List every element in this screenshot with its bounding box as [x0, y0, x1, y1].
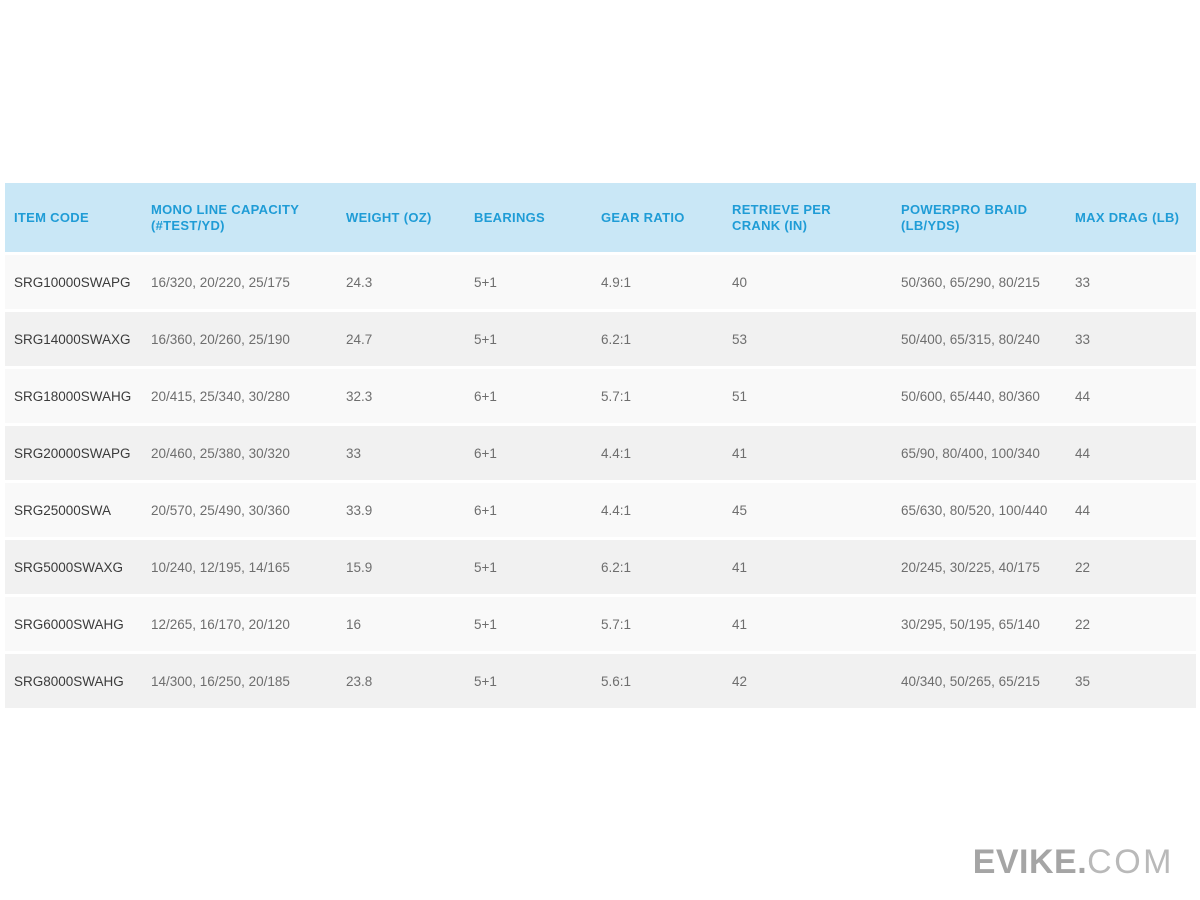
- cell-retrieve_per_crank: 40: [723, 253, 892, 312]
- cell-max_drag: 44: [1066, 367, 1196, 426]
- cell-weight_oz: 32.3: [337, 367, 465, 426]
- cell-bearings: 6+1: [465, 481, 592, 540]
- cell-item_code: SRG20000SWAPG: [5, 424, 142, 483]
- cell-bearings: 5+1: [465, 310, 592, 369]
- cell-powerpro_braid: 30/295, 50/195, 65/140: [892, 595, 1066, 654]
- cell-gear_ratio: 5.6:1: [592, 652, 723, 711]
- cell-mono_line_capacity: 12/265, 16/170, 20/120: [142, 595, 337, 654]
- table-row: SRG10000SWAPG 16/320, 20/220, 25/175 24.3 5…: [5, 253, 1196, 312]
- cell-mono_line_capacity: 20/460, 25/380, 30/320: [142, 424, 337, 483]
- column-header-mono_line_capacity: MONO LINE CAPACITY (#TEST/YD): [142, 183, 337, 255]
- cell-bearings: 5+1: [465, 595, 592, 654]
- table-row: SRG6000SWAHG 12/265, 16/170, 20/120 16 5+1 5…: [5, 595, 1196, 654]
- cell-retrieve_per_crank: 42: [723, 652, 892, 711]
- cell-item_code: SRG6000SWAHG: [5, 595, 142, 654]
- column-header-weight_oz: WEIGHT (OZ): [337, 183, 465, 255]
- cell-weight_oz: 16: [337, 595, 465, 654]
- table-row: SRG18000SWAHG 20/415, 25/340, 30/280 32.3 6…: [5, 367, 1196, 426]
- cell-max_drag: 22: [1066, 595, 1196, 654]
- cell-gear_ratio: 5.7:1: [592, 367, 723, 426]
- cell-item_code: SRG25000SWA: [5, 481, 142, 540]
- cell-retrieve_per_crank: 51: [723, 367, 892, 426]
- cell-powerpro_braid: 20/245, 30/225, 40/175: [892, 538, 1066, 597]
- product-spec-table-wrap: ITEM CODE MONO LINE CAPACITY (#TEST/YD) WE…: [5, 183, 1196, 711]
- cell-bearings: 5+1: [465, 538, 592, 597]
- cell-retrieve_per_crank: 41: [723, 538, 892, 597]
- cell-weight_oz: 33: [337, 424, 465, 483]
- cell-max_drag: 22: [1066, 538, 1196, 597]
- cell-mono_line_capacity: 16/320, 20/220, 25/175: [142, 253, 337, 312]
- column-header-gear_ratio: GEAR RATIO: [592, 183, 723, 255]
- cell-gear_ratio: 4.4:1: [592, 424, 723, 483]
- cell-gear_ratio: 5.7:1: [592, 595, 723, 654]
- column-header-bearings: BEARINGS: [465, 183, 592, 255]
- cell-item_code: SRG8000SWAHG: [5, 652, 142, 711]
- table-row: SRG8000SWAHG 14/300, 16/250, 20/185 23.8 5+…: [5, 652, 1196, 711]
- cell-gear_ratio: 6.2:1: [592, 310, 723, 369]
- header-row: ITEM CODE MONO LINE CAPACITY (#TEST/YD) WE…: [5, 183, 1196, 255]
- cell-bearings: 6+1: [465, 424, 592, 483]
- cell-bearings: 5+1: [465, 253, 592, 312]
- cell-max_drag: 35: [1066, 652, 1196, 711]
- cell-powerpro_braid: 40/340, 50/265, 65/215: [892, 652, 1066, 711]
- cell-mono_line_capacity: 16/360, 20/260, 25/190: [142, 310, 337, 369]
- column-header-item_code: ITEM CODE: [5, 183, 142, 255]
- cell-retrieve_per_crank: 45: [723, 481, 892, 540]
- cell-mono_line_capacity: 10/240, 12/195, 14/165: [142, 538, 337, 597]
- column-header-powerpro_braid: POWERPRO BRAID (LB/YDS): [892, 183, 1066, 255]
- cell-mono_line_capacity: 20/415, 25/340, 30/280: [142, 367, 337, 426]
- table-row: SRG14000SWAXG 16/360, 20/260, 25/190 24.7 5…: [5, 310, 1196, 369]
- cell-max_drag: 44: [1066, 481, 1196, 540]
- cell-powerpro_braid: 65/630, 80/520, 100/440: [892, 481, 1066, 540]
- cell-powerpro_braid: 50/600, 65/440, 80/360: [892, 367, 1066, 426]
- cell-item_code: SRG10000SWAPG: [5, 253, 142, 312]
- column-header-retrieve_per_crank: RETRIEVE PER CRANK (IN): [723, 183, 892, 255]
- evike-logo: EVIKE.COM: [973, 843, 1174, 881]
- cell-weight_oz: 24.3: [337, 253, 465, 312]
- cell-item_code: SRG14000SWAXG: [5, 310, 142, 369]
- cell-gear_ratio: 6.2:1: [592, 538, 723, 597]
- product-spec-table: ITEM CODE MONO LINE CAPACITY (#TEST/YD) WE…: [5, 183, 1196, 711]
- cell-retrieve_per_crank: 41: [723, 424, 892, 483]
- evike-logo-secondary: COM: [1087, 843, 1174, 881]
- table-row: SRG20000SWAPG 20/460, 25/380, 30/320 33 6+1…: [5, 424, 1196, 483]
- cell-weight_oz: 24.7: [337, 310, 465, 369]
- cell-max_drag: 44: [1066, 424, 1196, 483]
- cell-powerpro_braid: 50/400, 65/315, 80/240: [892, 310, 1066, 369]
- cell-powerpro_braid: 50/360, 65/290, 80/215: [892, 253, 1066, 312]
- cell-max_drag: 33: [1066, 253, 1196, 312]
- cell-weight_oz: 33.9: [337, 481, 465, 540]
- cell-item_code: SRG18000SWAHG: [5, 367, 142, 426]
- cell-item_code: SRG5000SWAXG: [5, 538, 142, 597]
- column-header-max_drag: MAX DRAG (LB): [1066, 183, 1196, 255]
- cell-gear_ratio: 4.4:1: [592, 481, 723, 540]
- cell-powerpro_braid: 65/90, 80/400, 100/340: [892, 424, 1066, 483]
- cell-max_drag: 33: [1066, 310, 1196, 369]
- cell-mono_line_capacity: 14/300, 16/250, 20/185: [142, 652, 337, 711]
- cell-gear_ratio: 4.9:1: [592, 253, 723, 312]
- cell-bearings: 5+1: [465, 652, 592, 711]
- evike-logo-primary: EVIKE.: [972, 843, 1088, 881]
- table-row: SRG25000SWA 20/570, 25/490, 30/360 33.9 6+1…: [5, 481, 1196, 540]
- cell-retrieve_per_crank: 53: [723, 310, 892, 369]
- table-row: SRG5000SWAXG 10/240, 12/195, 14/165 15.9 5+…: [5, 538, 1196, 597]
- cell-bearings: 6+1: [465, 367, 592, 426]
- cell-mono_line_capacity: 20/570, 25/490, 30/360: [142, 481, 337, 540]
- cell-retrieve_per_crank: 41: [723, 595, 892, 654]
- cell-weight_oz: 15.9: [337, 538, 465, 597]
- cell-weight_oz: 23.8: [337, 652, 465, 711]
